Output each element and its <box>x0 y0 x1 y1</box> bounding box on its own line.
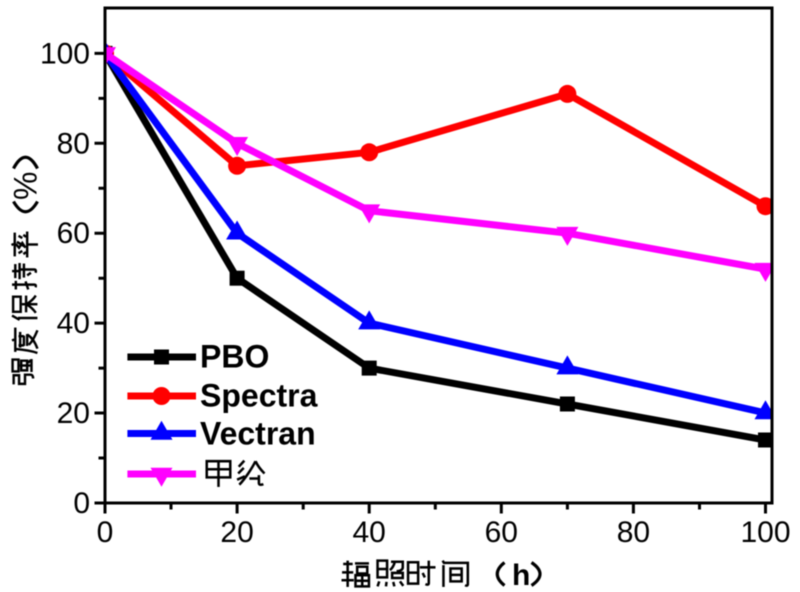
svg-text:%: % <box>8 172 44 200</box>
svg-text:80: 80 <box>617 516 650 549</box>
svg-text:Vectran: Vectran <box>200 416 316 452</box>
svg-text:100: 100 <box>40 37 90 70</box>
svg-text:h: h <box>512 559 530 592</box>
svg-text:20: 20 <box>220 516 253 549</box>
svg-text:Spectra: Spectra <box>200 378 318 414</box>
svg-text:40: 40 <box>57 307 90 340</box>
svg-text:PBO: PBO <box>200 339 269 375</box>
svg-text:0: 0 <box>97 516 114 549</box>
svg-text:80: 80 <box>57 127 90 160</box>
svg-text:60: 60 <box>485 516 518 549</box>
svg-text:60: 60 <box>57 217 90 250</box>
svg-text:40: 40 <box>353 516 386 549</box>
svg-text:0: 0 <box>73 487 90 520</box>
svg-text:20: 20 <box>57 397 90 430</box>
svg-text:100: 100 <box>740 516 790 549</box>
